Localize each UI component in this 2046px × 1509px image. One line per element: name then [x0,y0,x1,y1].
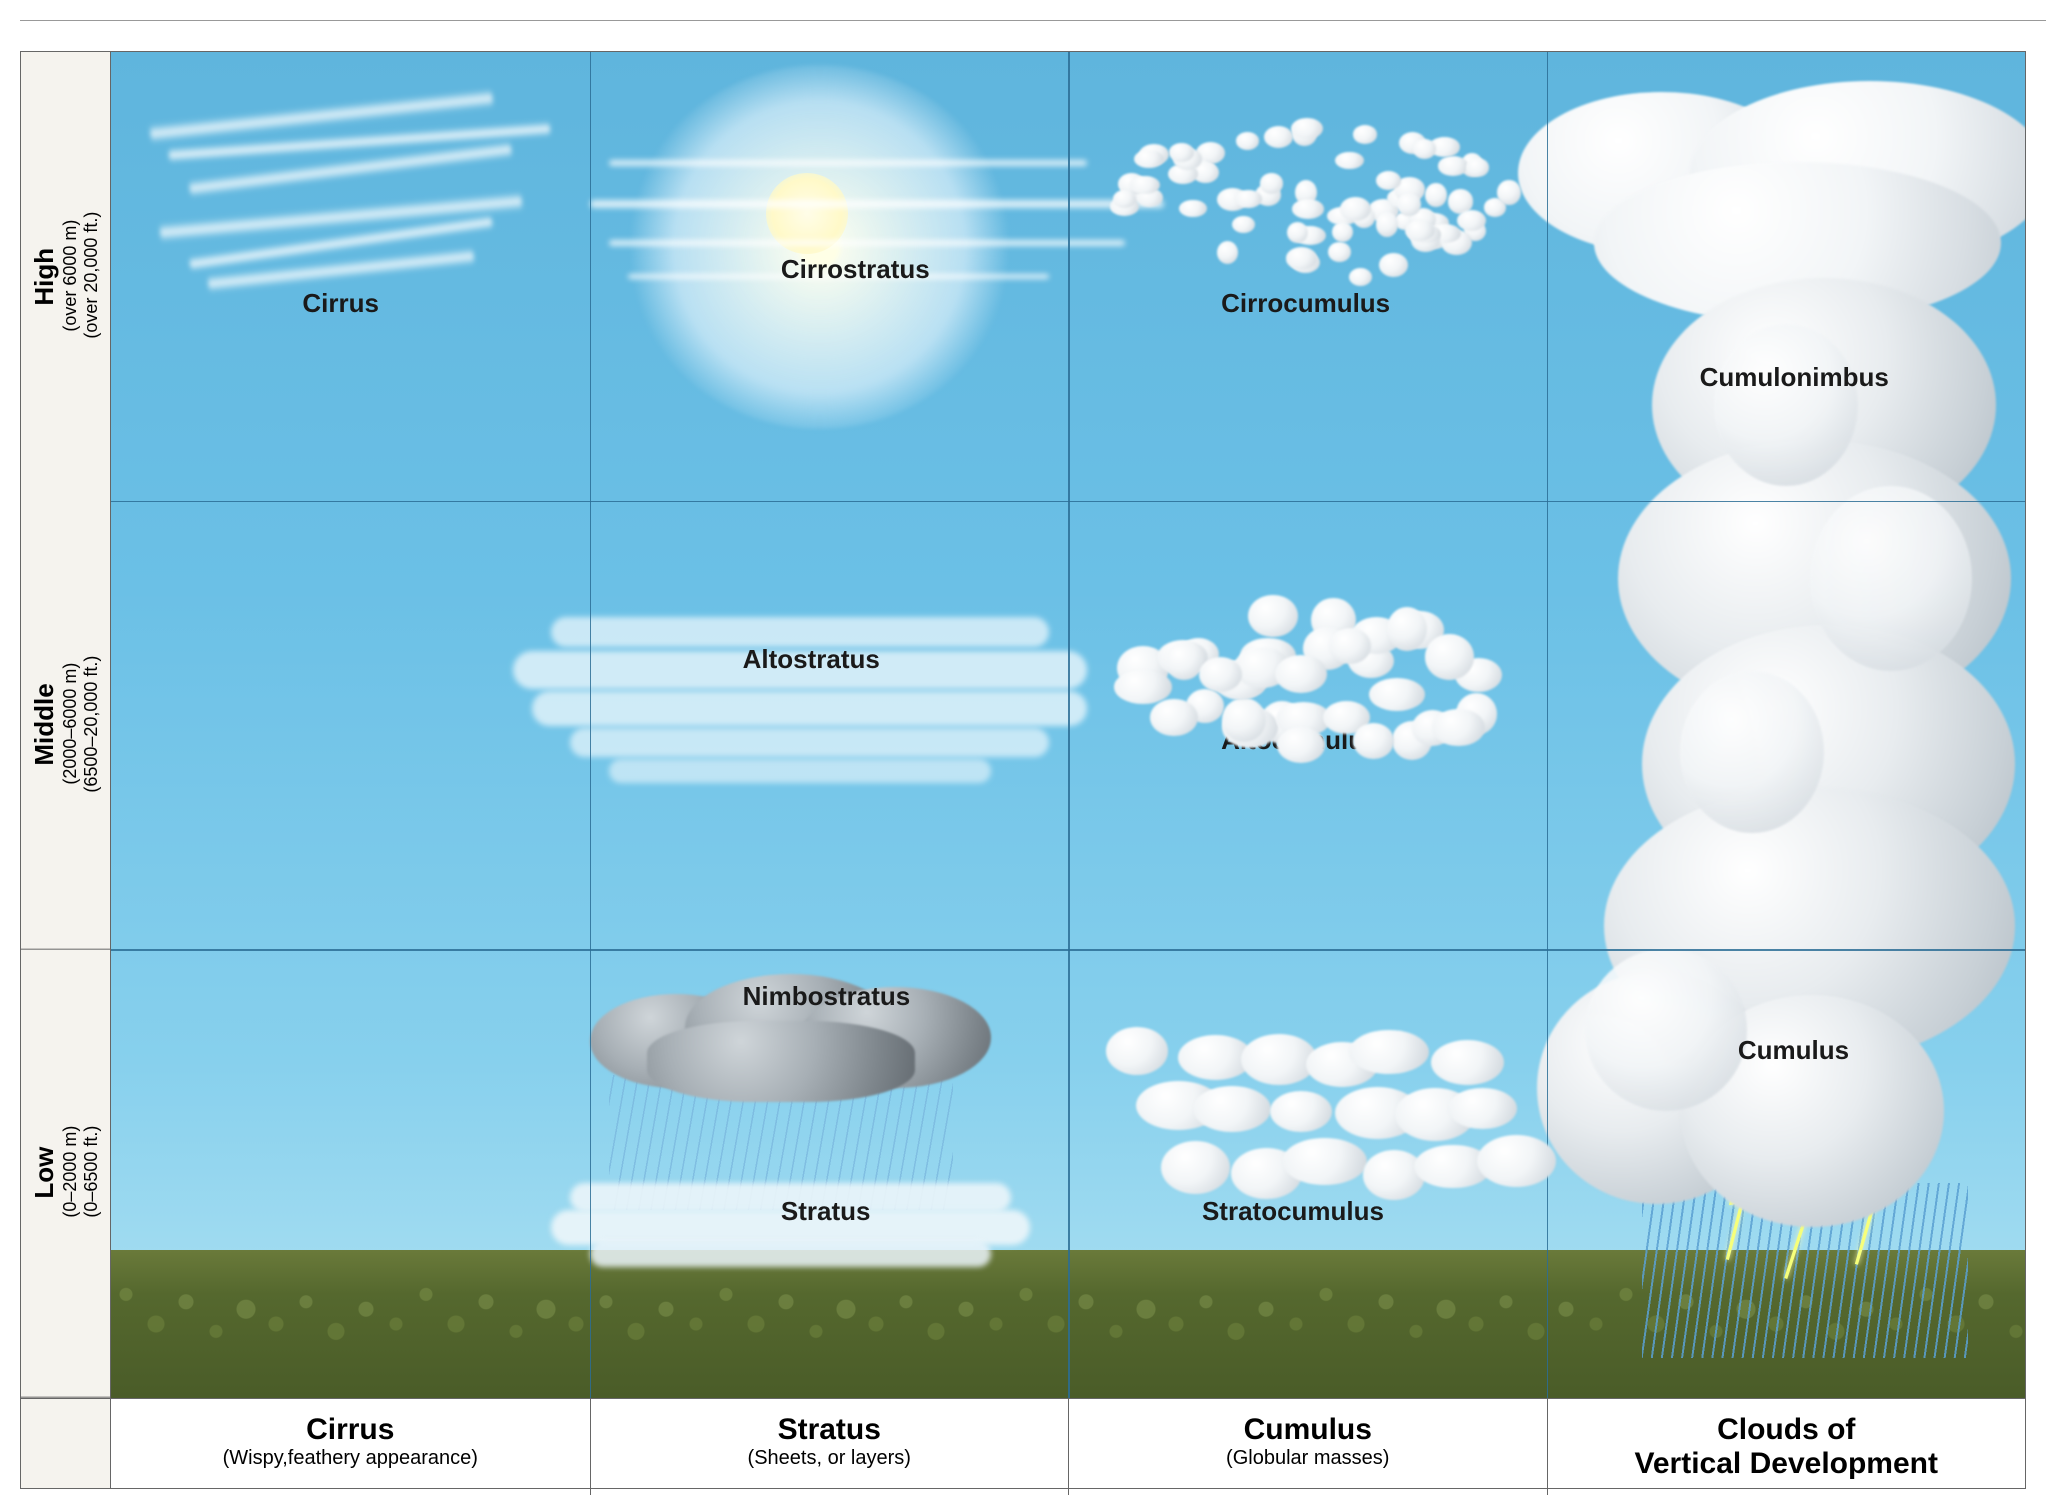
row-name: Middle [29,683,59,765]
row-sub2: (0–6500 ft.) [81,1126,102,1218]
col-name: Stratus [599,1413,1061,1447]
row-label-low: Low (0–2000 m) (0–6500 ft.) [21,949,110,1398]
row-name: High [29,247,59,305]
nimbostratus-label: Nimbostratus [743,981,911,1012]
cirrostratus-label: Cirrostratus [781,254,930,285]
col-name: Cumulus [1077,1413,1539,1447]
cumulonimbus-label: Cumulonimbus [1700,362,1889,393]
row-label-high: High (over 6000 m) (over 20,000 ft.) [21,52,110,501]
col-label-cirrus: Cirrus (Wispy,feathery appearance) [111,1399,590,1495]
col-label-cumulus: Cumulus (Globular masses) [1068,1399,1547,1495]
stratocumulus-label: Stratocumulus [1202,1196,1384,1227]
col-name: Cirrus [119,1413,582,1447]
cirrus-label: Cirrus [302,288,379,319]
cumulonimbus-cloud [1547,92,2026,1250]
col-labels: Cirrus (Wispy,feathery appearance) Strat… [111,1398,2025,1488]
stratus-label: Stratus [781,1196,871,1227]
cumulus-label: Cumulus [1738,1035,1849,1066]
row-sub1: (over 6000 m) [60,212,81,339]
col-label-vertical: Clouds of Vertical Development [1547,1399,2026,1495]
col-sub: Vertical Development [1556,1447,2018,1481]
row-sub1: (0–2000 m) [60,1126,81,1218]
col-sub: (Wispy,feathery appearance) [119,1447,582,1470]
chart-grid: High (over 6000 m) (over 20,000 ft.) Mid… [20,51,2026,1489]
corner-spacer [21,1398,111,1488]
cirrocumulus-label: Cirrocumulus [1221,288,1390,319]
row-label-middle: Middle (2000–6000 m) (6500–20,000 ft.) [21,501,110,950]
col-sub: (Sheets, or layers) [599,1447,1061,1470]
row-labels: High (over 6000 m) (over 20,000 ft.) Mid… [21,52,111,1398]
row-sub2: (6500–20,000 ft.) [81,655,102,792]
row-name: Low [29,1147,59,1199]
col-sub: (Globular masses) [1077,1447,1539,1470]
row-sub2: (over 20,000 ft.) [81,212,102,339]
cloud-classification-chart: High (over 6000 m) (over 20,000 ft.) Mid… [20,20,2046,1489]
sky-area: Cirrus Cirrostratus Cirrocumulus [111,52,2025,1398]
altostratus-label: Altostratus [743,644,880,675]
row-sub1: (2000–6000 m) [60,655,81,792]
col-label-stratus: Stratus (Sheets, or layers) [590,1399,1069,1495]
col-name: Clouds of [1556,1413,2018,1447]
